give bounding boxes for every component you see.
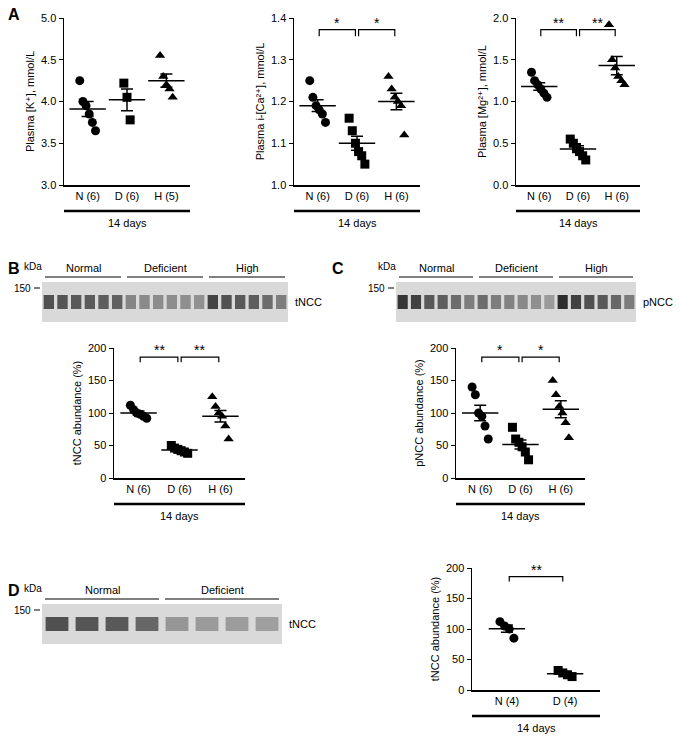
svg-text:14 days: 14 days: [338, 217, 377, 229]
svg-text:N (6): N (6): [75, 190, 99, 202]
svg-text:H (6): H (6): [208, 483, 232, 495]
svg-text:0: 0: [100, 472, 106, 484]
svg-text:5.0: 5.0: [41, 12, 56, 24]
svg-text:tNCC: tNCC: [295, 296, 322, 308]
svg-text:150: 150: [446, 592, 464, 604]
svg-text:H (5): H (5): [154, 190, 178, 202]
svg-text:3.5: 3.5: [41, 137, 56, 149]
svg-text:Plasma i-[Ca²⁺], mmol/L: Plasma i-[Ca²⁺], mmol/L: [254, 43, 266, 161]
svg-text:200: 200: [430, 342, 448, 354]
svg-text:B: B: [8, 260, 20, 277]
svg-text:**: **: [194, 342, 205, 358]
svg-text:150: 150: [430, 374, 448, 386]
svg-text:1.4: 1.4: [271, 12, 286, 24]
svg-text:100: 100: [430, 407, 448, 419]
svg-text:4.5: 4.5: [41, 54, 56, 66]
svg-text:14 days: 14 days: [517, 722, 556, 734]
svg-text:C: C: [332, 260, 344, 277]
svg-text:**: **: [592, 15, 603, 31]
svg-text:150: 150: [88, 374, 106, 386]
svg-text:H (6): H (6): [605, 190, 629, 202]
svg-text:H (6): H (6): [384, 190, 408, 202]
svg-text:2.0: 2.0: [493, 12, 508, 24]
svg-text:200: 200: [88, 342, 106, 354]
svg-text:Plasma [Mg²⁺], mmol/L: Plasma [Mg²⁺], mmol/L: [476, 45, 488, 158]
svg-text:**: **: [553, 15, 564, 31]
svg-text:0: 0: [458, 684, 464, 696]
svg-text:N (6): N (6): [305, 190, 329, 202]
svg-text:50: 50: [94, 439, 106, 451]
svg-text:N (4): N (4): [495, 695, 519, 707]
svg-text:High: High: [585, 262, 608, 274]
svg-text:14 days: 14 days: [559, 217, 598, 229]
svg-text:3.0: 3.0: [41, 179, 56, 191]
svg-text:Deficient: Deficient: [144, 262, 187, 274]
svg-text:0.0: 0.0: [493, 179, 508, 191]
svg-text:Normal: Normal: [85, 584, 120, 596]
svg-text:150: 150: [14, 283, 31, 294]
svg-text:150: 150: [368, 283, 385, 294]
svg-text:150: 150: [14, 605, 31, 616]
svg-text:*: *: [497, 342, 503, 358]
svg-text:50: 50: [452, 653, 464, 665]
svg-text:0: 0: [442, 472, 448, 484]
svg-text:14 days: 14 days: [108, 217, 147, 229]
svg-text:A: A: [8, 6, 20, 23]
svg-text:N (6): N (6): [468, 483, 492, 495]
svg-text:14 days: 14 days: [501, 510, 540, 522]
svg-text:H (6): H (6): [549, 483, 573, 495]
svg-text:D (4): D (4): [553, 695, 577, 707]
svg-text:0.5: 0.5: [493, 137, 508, 149]
svg-text:**: **: [531, 562, 542, 578]
svg-text:kDa: kDa: [24, 261, 42, 272]
svg-text:Deficient: Deficient: [495, 262, 538, 274]
svg-text:D (6): D (6): [508, 483, 532, 495]
svg-text:D (6): D (6): [566, 190, 590, 202]
svg-text:D: D: [8, 582, 20, 599]
svg-text:Normal: Normal: [419, 262, 454, 274]
svg-text:Deficient: Deficient: [201, 584, 244, 596]
svg-text:pNCC: pNCC: [643, 296, 673, 308]
svg-text:*: *: [374, 15, 380, 31]
svg-text:Plasma [K⁺], mmol/L: Plasma [K⁺], mmol/L: [24, 51, 36, 152]
svg-text:kDa: kDa: [24, 583, 42, 594]
svg-text:kDa: kDa: [378, 261, 396, 272]
svg-text:1.5: 1.5: [493, 54, 508, 66]
svg-text:**: **: [154, 342, 165, 358]
svg-text:tNCC: tNCC: [289, 618, 316, 630]
svg-text:D (6): D (6): [167, 483, 191, 495]
svg-text:1.0: 1.0: [493, 95, 508, 107]
svg-text:14 days: 14 days: [160, 510, 199, 522]
svg-text:50: 50: [436, 439, 448, 451]
svg-text:1.3: 1.3: [271, 54, 286, 66]
svg-text:D (6): D (6): [115, 190, 139, 202]
svg-text:N (6): N (6): [527, 190, 551, 202]
svg-text:D (6): D (6): [345, 190, 369, 202]
svg-text:1.1: 1.1: [271, 137, 286, 149]
svg-text:4.0: 4.0: [41, 95, 56, 107]
svg-text:100: 100: [446, 623, 464, 635]
svg-text:1.2: 1.2: [271, 95, 286, 107]
svg-text:High: High: [236, 262, 259, 274]
svg-text:*: *: [334, 15, 340, 31]
svg-text:pNCC abundance (%): pNCC abundance (%): [413, 359, 425, 467]
svg-text:Normal: Normal: [66, 262, 101, 274]
svg-text:100: 100: [88, 407, 106, 419]
svg-text:tNCC abundance (%): tNCC abundance (%): [71, 361, 83, 466]
svg-text:1.0: 1.0: [271, 179, 286, 191]
svg-text:*: *: [538, 342, 544, 358]
svg-text:200: 200: [446, 562, 464, 574]
svg-text:N (6): N (6): [126, 483, 150, 495]
svg-text:tNCC abundance (%): tNCC abundance (%): [429, 577, 441, 682]
